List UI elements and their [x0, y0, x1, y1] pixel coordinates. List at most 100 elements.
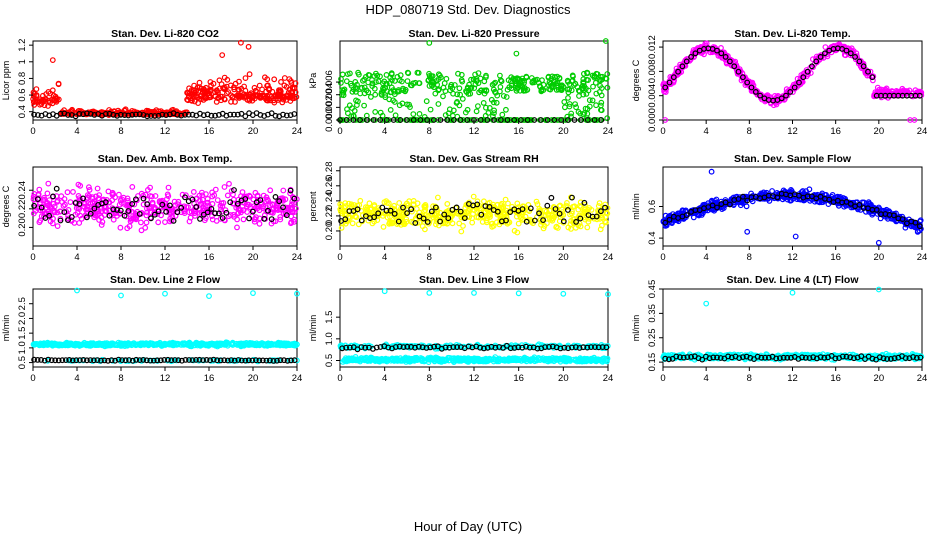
data-point [860, 63, 867, 70]
data-point [129, 111, 136, 118]
data-point [519, 206, 526, 213]
data-point [410, 111, 417, 117]
data-point [856, 58, 863, 65]
data-point [61, 209, 68, 216]
x-tick-label: 12 [787, 126, 798, 137]
data-point [246, 71, 253, 78]
data-point [512, 80, 519, 87]
data-point [531, 354, 538, 361]
data-point [602, 204, 608, 211]
data-point [182, 194, 188, 201]
data-point [347, 80, 354, 87]
data-point [117, 111, 124, 118]
data-point [346, 102, 353, 109]
data-point [490, 99, 497, 106]
data-point [90, 210, 97, 217]
data-point [224, 192, 231, 199]
data-point [157, 341, 163, 348]
data-point [605, 291, 611, 298]
data-point [560, 218, 567, 225]
data-point [373, 79, 379, 85]
data-point [36, 186, 43, 193]
data-point [731, 63, 738, 70]
data-point [531, 117, 538, 123]
data-point [382, 357, 389, 364]
data-point [592, 79, 599, 86]
data-point [728, 198, 735, 205]
data-point [550, 81, 557, 88]
data-point [102, 110, 109, 117]
data-point [486, 203, 493, 210]
data-point [735, 68, 742, 75]
data-point [85, 184, 92, 191]
data-point [788, 197, 794, 204]
data-point [343, 344, 350, 351]
data-point [580, 76, 587, 83]
data-point [187, 341, 194, 348]
data-point [402, 86, 409, 93]
data-point [514, 117, 520, 123]
panel-5: Stan. Dev. Gas Stream RH0 4 8 12 16 20 240.200… [308, 153, 613, 263]
data-point [171, 198, 178, 205]
data-point [383, 71, 390, 78]
data-point [746, 79, 753, 86]
data-point [240, 216, 247, 223]
data-point [541, 207, 548, 214]
data-point [552, 206, 559, 212]
data-point [114, 112, 120, 119]
data-point [744, 228, 751, 235]
data-point [787, 88, 794, 95]
x-tick-label: 24 [917, 126, 928, 137]
data-point [283, 112, 290, 119]
y-tick-label: 0.004 [324, 83, 335, 107]
data-point [126, 223, 133, 230]
data-point [283, 212, 290, 219]
data-point [126, 357, 133, 363]
plot-frame [32, 288, 298, 368]
data-point [492, 88, 498, 95]
data-point [133, 356, 140, 363]
data-point [200, 205, 207, 211]
y-axis-label: degrees C [1, 185, 11, 227]
data-point [447, 117, 454, 123]
data-point [593, 213, 600, 220]
data-point [213, 98, 220, 105]
data-point [185, 340, 192, 347]
data-point [349, 357, 356, 364]
data-point [735, 196, 742, 202]
data-point [76, 357, 83, 364]
data-point [604, 84, 611, 91]
data-point [101, 204, 108, 211]
data-point [145, 108, 152, 114]
data-point [287, 187, 294, 194]
data-point [281, 93, 287, 100]
data-point [231, 111, 237, 118]
data-point [339, 71, 346, 78]
data-point [455, 70, 461, 77]
data-point [280, 187, 287, 194]
plot-frame [339, 288, 609, 368]
data-point [414, 117, 421, 123]
data-point [157, 357, 164, 364]
data-point [209, 193, 216, 200]
data-point [435, 101, 442, 107]
data-point [119, 357, 125, 364]
data-point [37, 217, 44, 224]
data-point [290, 85, 296, 92]
data-point [277, 357, 284, 364]
data-point [85, 206, 92, 213]
data-point [395, 218, 402, 225]
data-point [257, 197, 264, 204]
data-point [182, 111, 188, 118]
data-point [185, 111, 192, 118]
data-point [66, 357, 73, 363]
data-point [540, 225, 547, 232]
data-point [598, 92, 605, 99]
y-tick-label: 0.20 [17, 218, 28, 237]
data-point [805, 71, 811, 78]
data-point [419, 344, 426, 351]
x-tick-label: 4 [74, 373, 79, 384]
data-point [251, 218, 258, 225]
